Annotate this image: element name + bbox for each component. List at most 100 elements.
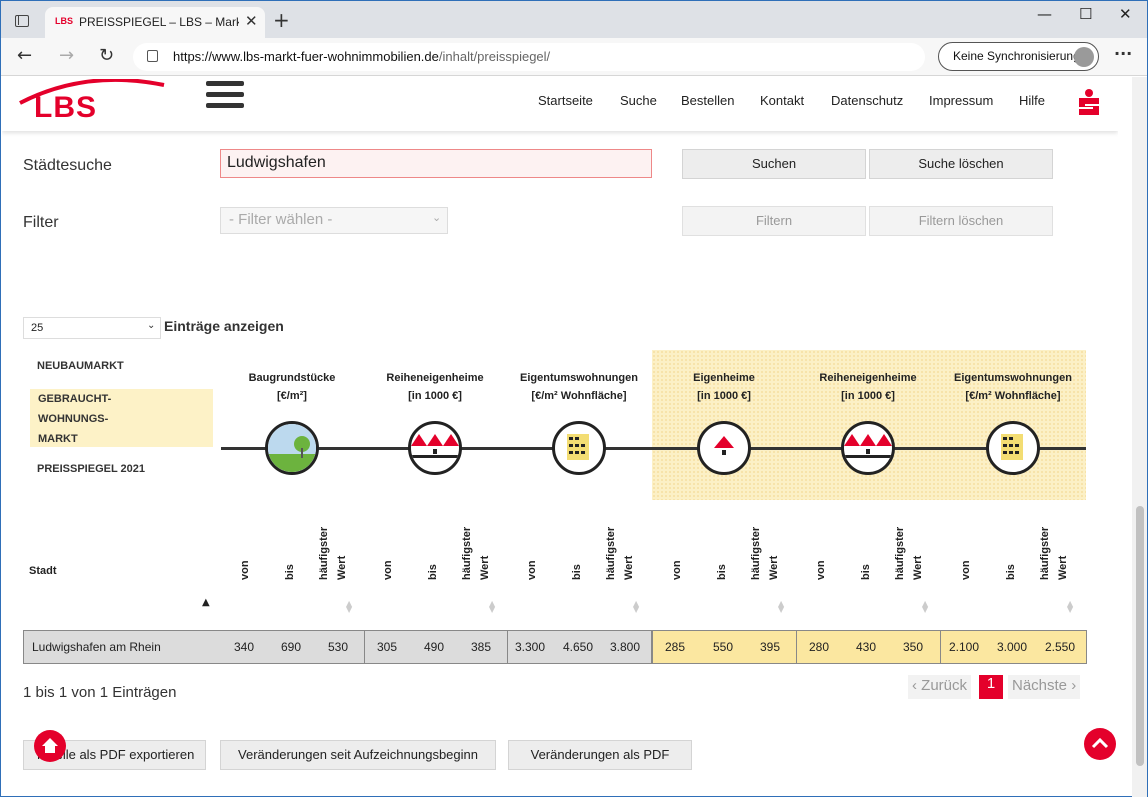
reload-icon[interactable]: ↻ xyxy=(99,45,115,66)
apartment-icon[interactable] xyxy=(986,421,1040,475)
sort-icon[interactable]: ▲ ▼ xyxy=(778,599,785,614)
category-name: Eigentumswohnungen xyxy=(520,372,638,384)
nav-impressum[interactable]: Impressum xyxy=(929,93,994,108)
column-header-von[interactable]: von xyxy=(960,560,972,580)
sparkasse-icon[interactable] xyxy=(1074,87,1104,117)
column-header-haeufigster-wert[interactable]: häufigster xyxy=(750,526,762,580)
favicon-icon: LBS xyxy=(55,16,73,26)
filter-select[interactable]: - Filter wählen - xyxy=(220,207,448,234)
column-header-haeufigster-wert[interactable]: Wert xyxy=(912,555,924,580)
sidenav-neubaumarkt[interactable]: NEUBAUMARKT xyxy=(37,360,124,372)
window-close-icon[interactable]: ✕ xyxy=(1119,5,1132,23)
column-header-haeufigster-wert[interactable]: Wert xyxy=(1057,555,1069,580)
column-header-haeufigster-wert[interactable]: Wert xyxy=(768,555,780,580)
prev-page-button[interactable]: ‹ Zurück xyxy=(908,675,972,699)
row-houses-icon[interactable] xyxy=(408,421,462,475)
row-houses-icon[interactable] xyxy=(841,421,895,475)
home-icon-graphic xyxy=(42,738,58,753)
sort-icon[interactable]: ▲ ▼ xyxy=(346,599,353,614)
table-cell: 3.300 xyxy=(515,640,546,654)
row-houses-graphic xyxy=(411,434,459,458)
more-menu-icon[interactable]: ··· xyxy=(1114,44,1133,63)
nav-hilfe[interactable]: Hilfe xyxy=(1019,93,1046,108)
back-icon[interactable]: ← xyxy=(17,45,33,66)
clear-search-button[interactable]: Suche löschen xyxy=(869,149,1053,179)
column-header-bis[interactable]: bis xyxy=(571,564,583,580)
entries-per-page-select[interactable]: 25 xyxy=(23,317,161,339)
column-header-haeufigster-wert[interactable]: Wert xyxy=(336,555,348,580)
forward-icon[interactable]: → xyxy=(59,45,75,66)
clear-filter-button[interactable]: Filtern löschen xyxy=(869,206,1053,236)
column-header-bis[interactable]: bis xyxy=(1005,564,1017,580)
filter-button[interactable]: Filtern xyxy=(682,206,866,236)
category-name: Reiheneigenheime xyxy=(386,372,484,384)
lbs-logo[interactable]: LBS xyxy=(16,79,166,129)
tree-icon-graphic xyxy=(268,424,316,472)
sort-icon[interactable]: ▲ ▼ xyxy=(489,599,496,614)
next-page-button[interactable]: Nächste › xyxy=(1008,675,1081,699)
search-button[interactable]: Suchen xyxy=(682,149,866,179)
hamburger-menu-icon[interactable] xyxy=(206,81,244,113)
column-header-bis[interactable]: bis xyxy=(716,564,728,580)
nav-bestellen[interactable]: Bestellen xyxy=(681,93,735,108)
sidenav-gebrauchtmarkt[interactable]: GEBRAUCHT- WOHNUNGS- MARKT xyxy=(30,389,213,447)
category-unit: [€/m² Wohnfläche] xyxy=(965,390,1061,402)
column-header-haeufigster-wert[interactable]: Wert xyxy=(623,555,635,580)
column-header-von[interactable]: von xyxy=(382,560,394,580)
column-header-haeufigster-wert[interactable]: häufigster xyxy=(318,526,330,580)
changes-since-start-button[interactable]: Veränderungen seit Aufzeichnungsbeginn xyxy=(220,740,496,770)
column-header-haeufigster-wert[interactable]: häufigster xyxy=(894,526,906,580)
column-header-haeufigster-wert[interactable]: Wert xyxy=(479,555,491,580)
url-field[interactable]: https://www.lbs-markt-fuer-wohnimmobilie… xyxy=(133,43,1047,71)
current-page-button[interactable]: 1 xyxy=(979,675,1003,699)
tab-actions-icon[interactable] xyxy=(15,15,29,27)
nav-startseite[interactable]: Startseite xyxy=(538,93,593,108)
logo-arc-icon xyxy=(19,79,165,105)
profile-avatar-icon xyxy=(1074,47,1094,67)
column-header-haeufigster-wert[interactable]: häufigster xyxy=(461,526,473,580)
column-header-bis[interactable]: bis xyxy=(284,564,296,580)
sort-icon[interactable]: ▲ ▼ xyxy=(922,599,929,614)
logo-text: LBS xyxy=(34,91,97,124)
column-header-stadt[interactable]: Stadt xyxy=(29,565,57,577)
table-cell: 340 xyxy=(234,640,255,654)
close-tab-icon[interactable]: ✕ xyxy=(245,12,258,30)
column-header-von[interactable]: von xyxy=(815,560,827,580)
browser-tab[interactable]: LBS PREISSPIEGEL – LBS – Markt für W ✕ xyxy=(45,7,265,38)
maximize-icon[interactable]: ☐ xyxy=(1079,5,1093,23)
scrollbar-thumb[interactable] xyxy=(1136,506,1144,766)
tree-icon[interactable] xyxy=(265,421,319,475)
minimize-icon[interactable]: — xyxy=(1037,5,1052,23)
table-cell: 490 xyxy=(424,640,445,654)
apartment-icon[interactable] xyxy=(552,421,606,475)
sort-asc-icon[interactable]: ▲ xyxy=(202,597,210,608)
city-search-input[interactable]: Ludwigshafen xyxy=(220,149,652,178)
nav-suche[interactable]: Suche xyxy=(620,93,657,108)
table-cell: 385 xyxy=(471,640,492,654)
house-icon[interactable] xyxy=(697,421,751,475)
column-header-von[interactable]: von xyxy=(526,560,538,580)
sync-button[interactable]: Keine Synchronisierung xyxy=(938,42,1099,71)
column-header-haeufigster-wert[interactable]: häufigster xyxy=(605,526,617,580)
url-text: https://www.lbs-markt-fuer-wohnimmobilie… xyxy=(173,49,550,64)
nav-datenschutz[interactable]: Datenschutz xyxy=(831,93,904,108)
column-header-bis[interactable]: bis xyxy=(427,564,439,580)
home-icon[interactable] xyxy=(34,730,66,762)
table-row: Ludwigshafen am Rhein 340 690 530 305 490 385… xyxy=(23,630,1087,664)
table-cell: 305 xyxy=(377,640,398,654)
sidenav-preisspiegel[interactable]: PREISSPIEGEL 2021 xyxy=(37,463,146,475)
table-cell: 690 xyxy=(281,640,302,654)
sort-icon[interactable]: ▲ ▼ xyxy=(633,599,640,614)
column-header-bis[interactable]: bis xyxy=(860,564,872,580)
column-header-haeufigster-wert[interactable]: häufigster xyxy=(1039,526,1051,580)
scroll-top-icon[interactable] xyxy=(1084,728,1116,760)
new-tab-icon[interactable]: + xyxy=(273,8,290,32)
nav-kontakt[interactable]: Kontakt xyxy=(760,93,805,108)
changes-pdf-button[interactable]: Veränderungen als PDF xyxy=(508,740,692,770)
export-pdf-button[interactable]: Tabelle als PDF exportieren xyxy=(23,740,206,770)
column-header-von[interactable]: von xyxy=(671,560,683,580)
column-header-von[interactable]: von xyxy=(239,560,251,580)
sort-icon[interactable]: ▲ ▼ xyxy=(1067,599,1074,614)
table-cell: 2.550 xyxy=(1045,640,1076,654)
